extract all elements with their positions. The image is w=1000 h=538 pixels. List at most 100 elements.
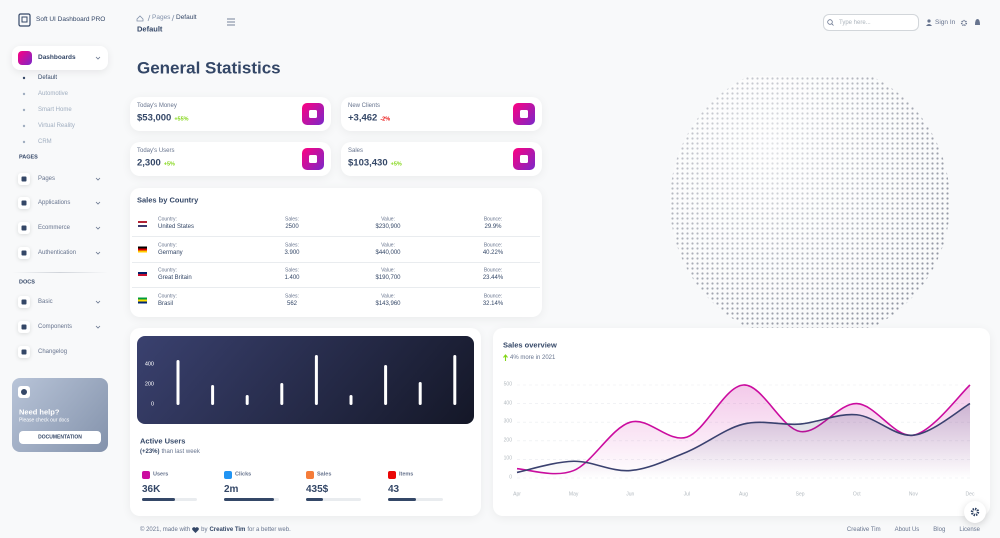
y-tick-label: 0 (509, 474, 512, 481)
bar (314, 355, 318, 405)
nav-item[interactable]: Applications (38, 200, 71, 206)
help-button-label[interactable]: DOCUMENTATION (38, 434, 82, 440)
nav-glyph (21, 299, 27, 305)
nav-subitem[interactable]: CRM (38, 139, 52, 145)
table-cell: United States (158, 224, 195, 230)
stat-card (130, 97, 331, 131)
footer-link[interactable]: About Us (894, 527, 920, 533)
metric-icon (142, 471, 150, 479)
footer-link[interactable]: Blog (933, 527, 946, 533)
progress-track (306, 498, 361, 501)
nav-glyph (21, 349, 27, 355)
x-tick-label: Jun (626, 491, 635, 498)
settings-fab[interactable] (964, 501, 986, 523)
flag (138, 221, 147, 223)
nav-item[interactable]: Basic (38, 299, 53, 305)
x-tick-label: Oct (852, 491, 861, 498)
nav-subitem[interactable]: Automotive (38, 91, 69, 97)
y-tick-label: 300 (503, 418, 512, 425)
table-header: Sales: (285, 267, 299, 274)
table-header: Bounce: (483, 216, 503, 223)
search-box[interactable] (823, 14, 919, 31)
bar (453, 355, 457, 405)
nav-subitem[interactable]: Default (38, 75, 58, 81)
x-tick-label: Aug (739, 491, 748, 498)
globe-shade (670, 76, 950, 332)
stat-value-row: $53,000 +55% (137, 113, 189, 123)
search-placeholder[interactable]: Type here... (839, 20, 871, 26)
x-tick-label: Apr (513, 491, 521, 498)
nav-glyph (21, 176, 27, 182)
x-tick-label: Dec (965, 491, 975, 498)
area (517, 403, 970, 478)
table-header: Bounce: (483, 242, 503, 248)
metric-icon (224, 471, 232, 479)
progress-bar (142, 498, 175, 501)
stat-glyph (309, 110, 317, 118)
sign-in[interactable]: Sign In (935, 18, 956, 26)
line (516, 402, 971, 474)
table-header: Country: (158, 216, 177, 223)
heart-icon (192, 527, 199, 533)
y-tick-label: 500 (503, 381, 512, 388)
user-icon (926, 24, 932, 26)
metric-label: Items (399, 471, 414, 478)
table-cell: Brasil (158, 300, 174, 307)
chevron (95, 177, 101, 181)
nav-bullet (22, 140, 26, 144)
metric-icon (388, 471, 396, 479)
nav-item[interactable]: Changelog (38, 349, 68, 355)
nav-glyph (21, 324, 27, 330)
table-header: Value: (381, 216, 395, 223)
flag (138, 223, 147, 225)
globe-illustration (670, 76, 950, 332)
flag (138, 301, 147, 304)
brand-name: Soft UI Dashboard PRO (36, 15, 106, 23)
flag (138, 225, 147, 227)
metric-icon (306, 471, 314, 479)
footer-link[interactable]: Creative Tim (846, 527, 881, 533)
search-icon (827, 19, 833, 25)
heart (192, 527, 199, 533)
nav-item[interactable]: Dashboards (38, 53, 76, 61)
help-title: Need help? (19, 407, 60, 417)
y-tick-label: 200 (503, 437, 512, 444)
metric-value: 2m (224, 484, 239, 495)
chevron (95, 300, 101, 304)
table-header: Bounce: (483, 267, 503, 274)
table-header: Country: (158, 293, 177, 299)
stat-label: New Clients (348, 103, 381, 109)
stat-glyph (520, 110, 528, 118)
nav-subitem[interactable]: Smart Home (38, 107, 72, 113)
flag (138, 297, 147, 300)
table-header: Sales: (285, 216, 299, 223)
chevron (95, 56, 101, 60)
flag (138, 276, 147, 278)
help-text: Please check our docs (19, 417, 70, 424)
bar (349, 395, 353, 405)
footer-link[interactable]: License (959, 527, 980, 533)
nav-bullet (22, 108, 26, 112)
nav-item[interactable]: Ecommerce (38, 225, 71, 231)
stat-card (341, 97, 542, 131)
progress-bar (388, 498, 416, 501)
nav-item[interactable]: Components (38, 324, 73, 330)
nav-item[interactable]: Authentication (38, 250, 77, 256)
card-title: Sales overview (503, 340, 557, 350)
table-header: Value: (381, 293, 395, 299)
footer-author[interactable]: Creative Tim (209, 527, 246, 533)
card-title: Sales by Country (137, 195, 199, 205)
help-button[interactable] (19, 431, 101, 444)
subtitle-text: than last week (161, 449, 200, 455)
table-cell: $440,000 (375, 249, 401, 256)
progress-bar (224, 498, 274, 501)
nav-subitem[interactable]: Virtual Reality (38, 123, 75, 129)
nav-item[interactable]: Pages (38, 176, 56, 182)
active-users-chart-bg (137, 336, 474, 424)
footer-links: Creative Tim About Us Blog License (847, 527, 980, 533)
x-tick-label: Sep (795, 491, 805, 498)
search-icon (831, 23, 834, 26)
chevron (95, 226, 101, 230)
breadcrumb-link[interactable]: Pages (152, 13, 171, 21)
